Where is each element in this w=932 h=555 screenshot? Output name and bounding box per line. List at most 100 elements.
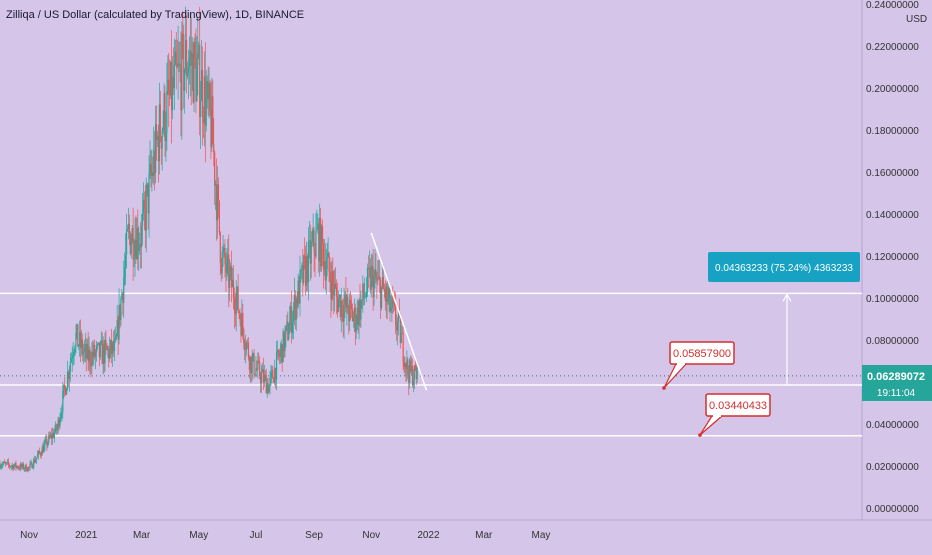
candle-body: [247, 342, 250, 358]
measure-label: 0.04363233 (75.24%) 4363233: [715, 263, 853, 274]
candle-body: [370, 266, 372, 290]
candle-body: [365, 296, 367, 298]
candle-body: [316, 229, 318, 231]
candle-body: [185, 40, 188, 77]
candle-body: [262, 369, 265, 383]
candle-body: [221, 251, 223, 274]
candle-body: [414, 365, 416, 372]
candle-body: [43, 444, 45, 453]
candle-body: [97, 342, 100, 344]
candle-body: [55, 424, 57, 431]
callout-level-1-box[interactable]: [669, 341, 735, 365]
candle-body: [298, 280, 300, 304]
candle-body: [130, 242, 132, 254]
candle-body: [215, 184, 218, 221]
candle-body: [88, 349, 90, 361]
candle-body: [126, 228, 129, 231]
x-tick-label: Mar: [475, 530, 493, 541]
candle-body: [272, 370, 274, 379]
candle-body: [78, 345, 80, 347]
candle-body: [156, 136, 159, 141]
candle-body: [170, 62, 172, 96]
candle-body: [198, 44, 200, 53]
candle-body: [86, 343, 88, 359]
candle-body: [275, 367, 277, 380]
y-tick-label: 0.04000000: [866, 420, 919, 431]
callout-level-1-text: 0.05857900: [673, 348, 731, 360]
measure-label-box[interactable]: [708, 252, 860, 282]
candle-body: [295, 298, 297, 321]
candle-body: [96, 343, 99, 346]
candle-body: [399, 314, 401, 343]
candle-body: [42, 447, 44, 453]
candle-body: [305, 255, 308, 286]
candle-body: [26, 470, 28, 472]
candle-body: [27, 467, 29, 471]
candle-body: [63, 384, 65, 391]
candle-body: [71, 358, 73, 359]
candle-body: [335, 283, 337, 288]
candle-body: [145, 190, 147, 231]
candle-body: [282, 331, 284, 363]
candle-body: [249, 356, 251, 371]
candle-body: [202, 117, 205, 124]
candle-body: [302, 264, 304, 283]
candle-body: [169, 94, 171, 96]
candle-body: [309, 240, 311, 264]
candle-body: [372, 266, 374, 298]
y-tick-label: 0.16000000: [866, 168, 919, 179]
candle-body: [265, 375, 267, 394]
candle-body: [15, 462, 17, 468]
candle-body: [275, 352, 278, 380]
candle-body: [320, 217, 322, 267]
candle-body: [47, 442, 49, 446]
chart-title: Zilliqa / US Dollar (calculated by Tradi…: [6, 9, 305, 21]
candle-body: [256, 368, 258, 370]
candle-body: [288, 333, 290, 340]
candle-body: [359, 300, 361, 320]
candle-body: [146, 183, 148, 191]
candle-body: [208, 83, 210, 100]
candle-body: [299, 270, 301, 304]
candle-body: [301, 264, 303, 271]
candle-body: [389, 287, 391, 312]
candle-body: [242, 313, 244, 330]
candle-body: [294, 295, 296, 321]
trendline[interactable]: [370, 232, 428, 391]
candle-body: [131, 228, 133, 243]
candle-body: [363, 283, 365, 297]
candle-body: [112, 342, 115, 351]
candle-body: [409, 360, 411, 384]
candle-body: [306, 255, 309, 283]
candle-body: [274, 367, 276, 383]
candle-body: [241, 313, 243, 336]
candle-body: [149, 164, 151, 173]
candle-body: [339, 295, 341, 318]
candle-body: [1, 465, 3, 467]
measure-arrow-head: [782, 293, 792, 302]
candle-body: [110, 340, 112, 349]
candle-body: [385, 286, 387, 302]
y-tick-label: 0.02000000: [866, 462, 919, 473]
candle-body: [39, 452, 41, 455]
candle-body: [277, 350, 280, 356]
candle-body: [173, 64, 175, 89]
candle-body: [20, 464, 22, 469]
candle-body: [114, 338, 116, 341]
candle-body: [158, 104, 160, 162]
last-price-tag[interactable]: [862, 365, 932, 401]
candle-body: [148, 172, 150, 214]
candle-body: [401, 332, 403, 334]
y-tick-label: 0.00000000: [866, 504, 919, 515]
candle-body: [53, 432, 55, 438]
callout-level-2-box[interactable]: [705, 393, 771, 417]
candle-body: [394, 303, 396, 307]
candle-body: [80, 339, 83, 349]
y-tick-label: 0.18000000: [866, 126, 919, 137]
candle-body: [107, 348, 109, 350]
candle-body: [318, 223, 320, 262]
candle-body: [273, 378, 275, 383]
candle-body: [387, 297, 389, 303]
